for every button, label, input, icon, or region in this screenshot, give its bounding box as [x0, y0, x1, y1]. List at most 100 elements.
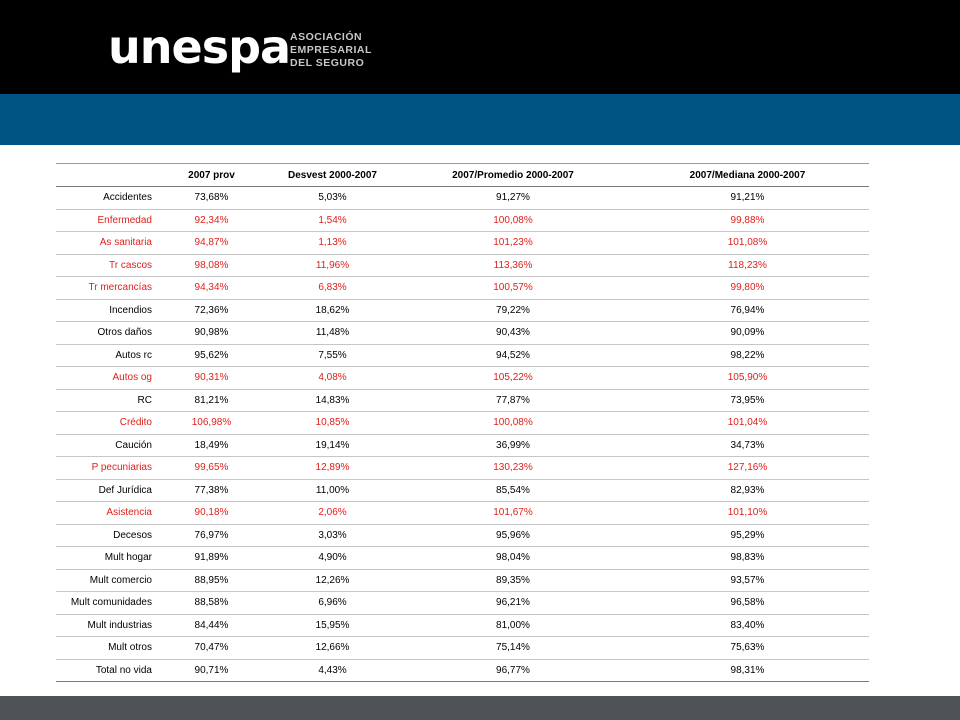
table-cell: 91,21% — [626, 186, 869, 210]
accent-band — [0, 94, 960, 145]
table-cell: 76,94% — [626, 299, 869, 322]
table-cell: 76,97% — [158, 524, 265, 547]
table-cell: 96,77% — [400, 659, 626, 682]
column-header: 2007 prov — [158, 163, 265, 187]
table-row: RC 81,21% 14,83% 77,87% 73,95% — [56, 389, 869, 412]
table-cell: 98,31% — [626, 659, 869, 682]
table-cell: 98,04% — [400, 546, 626, 570]
table-cell: 90,09% — [626, 321, 869, 345]
row-label: Asistencia — [56, 501, 158, 525]
table-cell: 99,80% — [626, 276, 869, 300]
table-cell: 94,52% — [400, 344, 626, 367]
table-cell: 82,93% — [626, 479, 869, 502]
row-label: Mult comercio — [56, 569, 158, 592]
table-row: Decesos 76,97% 3,03% 95,96% 95,29% — [56, 524, 869, 547]
row-label: RC — [56, 389, 158, 412]
row-label: Decesos — [56, 524, 158, 547]
table-cell: 11,48% — [265, 321, 400, 345]
table-cell: 75,63% — [626, 636, 869, 660]
table-cell: 36,99% — [400, 434, 626, 457]
logo-subtitle-line-2: EMPRESARIAL — [290, 44, 372, 56]
row-label: Incendios — [56, 299, 158, 322]
column-header: Desvest 2000-2007 — [265, 163, 400, 187]
table-cell: 91,27% — [400, 186, 626, 210]
table-cell: 90,43% — [400, 321, 626, 345]
table-cell: 94,34% — [158, 276, 265, 300]
header-band: unespa ASOCIACIÓN EMPRESARIAL DEL SEGURO — [0, 0, 960, 94]
table-row: Mult comunidades 88,58% 6,96% 96,21% 96,58% — [56, 591, 869, 615]
table-cell: 6,83% — [265, 276, 400, 300]
table-cell: 118,23% — [626, 254, 869, 277]
table-row: Tr mercancías 94,34% 6,83% 100,57% 99,80% — [56, 276, 869, 300]
row-label: As sanitaria — [56, 231, 158, 255]
table-row: Mult industrias 84,44% 15,95% 81,00% 83,40% — [56, 614, 869, 637]
table-cell: 95,29% — [626, 524, 869, 547]
table-cell: 10,85% — [265, 411, 400, 435]
column-header: 2007/Promedio 2000-2007 — [400, 163, 626, 187]
table-cell: 4,90% — [265, 546, 400, 570]
row-label: Mult industrias — [56, 614, 158, 637]
table-cell: 96,21% — [400, 591, 626, 615]
table-cell: 81,00% — [400, 614, 626, 637]
logo-subtitle-line-3: DEL SEGURO — [290, 57, 365, 69]
table-cell: 84,44% — [158, 614, 265, 637]
row-label: Tr cascos — [56, 254, 158, 277]
table-cell: 1,54% — [265, 209, 400, 232]
table-cell: 94,87% — [158, 231, 265, 255]
row-label: P pecuniarias — [56, 456, 158, 480]
table-cell: 98,83% — [626, 546, 869, 570]
loss-ratio-table: 2007 prov Desvest 2000-2007 2007/Promedi… — [56, 163, 869, 682]
table-row: Mult comercio 88,95% 12,26% 89,35% 93,57% — [56, 569, 869, 592]
table-cell: 79,22% — [400, 299, 626, 322]
table-cell: 101,04% — [626, 411, 869, 435]
table-cell: 15,95% — [265, 614, 400, 637]
table-cell: 96,58% — [626, 591, 869, 615]
logo-subtitle: ASOCIACIÓN EMPRESARIAL DEL SEGURO — [290, 31, 372, 70]
table-cell: 18,49% — [158, 434, 265, 457]
logo-subtitle-line-1: ASOCIACIÓN — [290, 31, 363, 43]
table-cell: 98,08% — [158, 254, 265, 277]
footer-band — [0, 696, 960, 720]
table-cell: 70,47% — [158, 636, 265, 660]
table-cell: 83,40% — [626, 614, 869, 637]
row-label: Autos rc — [56, 344, 158, 367]
table-cell: 77,87% — [400, 389, 626, 412]
table-cell: 18,62% — [265, 299, 400, 322]
table-cell: 1,13% — [265, 231, 400, 255]
table-cell: 90,98% — [158, 321, 265, 345]
table-cell: 85,54% — [400, 479, 626, 502]
table-cell: 77,38% — [158, 479, 265, 502]
row-label: Otros daños — [56, 321, 158, 345]
table-body: Accidentes 73,68% 5,03% 91,27% 91,21% Enferme… — [56, 186, 869, 682]
row-label: Accidentes — [56, 186, 158, 210]
table-row: Total no vida 90,71% 4,43% 96,77% 98,31% — [56, 659, 869, 682]
table-row: Asistencia 90,18% 2,06% 101,67% 101,10% — [56, 501, 869, 525]
row-label: Enfermedad — [56, 209, 158, 232]
table-cell: 72,36% — [158, 299, 265, 322]
row-label: Total no vida — [56, 659, 158, 682]
table-cell: 89,35% — [400, 569, 626, 592]
table-cell: 93,57% — [626, 569, 869, 592]
table-row: As sanitaria 94,87% 1,13% 101,23% 101,08% — [56, 231, 869, 255]
table-cell: 101,08% — [626, 231, 869, 255]
table-cell: 73,68% — [158, 186, 265, 210]
table-cell: 11,00% — [265, 479, 400, 502]
table-cell: 5,03% — [265, 186, 400, 210]
column-header: 2007/Mediana 2000-2007 — [626, 163, 869, 187]
table-cell: 90,31% — [158, 366, 265, 390]
table-cell: 88,95% — [158, 569, 265, 592]
table-cell: 95,62% — [158, 344, 265, 367]
table-cell: 81,21% — [158, 389, 265, 412]
table-cell: 105,90% — [626, 366, 869, 390]
table-row: P pecuniarias 99,65% 12,89% 130,23% 127,16% — [56, 456, 869, 480]
table-cell: 12,66% — [265, 636, 400, 660]
table-cell: 6,96% — [265, 591, 400, 615]
table-cell: 101,67% — [400, 501, 626, 525]
table-row: Tr cascos 98,08% 11,96% 113,36% 118,23% — [56, 254, 869, 277]
table-cell: 7,55% — [265, 344, 400, 367]
table-row: Mult otros 70,47% 12,66% 75,14% 75,63% — [56, 636, 869, 660]
table-cell: 99,88% — [626, 209, 869, 232]
table-cell: 105,22% — [400, 366, 626, 390]
table-cell: 100,08% — [400, 209, 626, 232]
table-cell: 90,71% — [158, 659, 265, 682]
